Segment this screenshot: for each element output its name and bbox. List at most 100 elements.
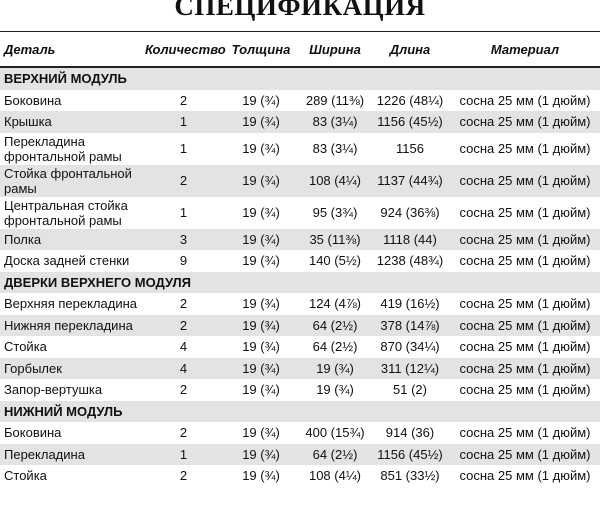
part-row: Горбылек 4 19 (¾) 19 (¾) 311 (12¼) сосна 25 м… bbox=[0, 357, 600, 379]
cell: Крышка bbox=[0, 111, 145, 133]
cell: 108 (4¼) bbox=[308, 468, 362, 484]
cell: 2 bbox=[179, 468, 188, 484]
cell: сосна 25 мм (1 дюйм) bbox=[450, 228, 600, 250]
cell: 1137 (44¾) bbox=[370, 164, 450, 197]
section-title: ВЕРХНИЙ МОДУЛЬ bbox=[0, 67, 600, 90]
cell: Стойка фронтальной рамы bbox=[0, 164, 145, 197]
cell: сосна 25 мм (1 дюйм) bbox=[450, 164, 600, 197]
column-header: Длина bbox=[370, 31, 450, 68]
part-row: Центральная стойка фронтальной рамы 1 19 (… bbox=[0, 197, 600, 229]
column-header: Ширина bbox=[300, 31, 370, 68]
part-row: Нижняя перекладина 2 19 (¾) 64 (2½) 378 (14⅞… bbox=[0, 314, 600, 336]
cell: 289 (11⅜) bbox=[305, 92, 365, 108]
cell: 35 (11⅜) bbox=[300, 228, 370, 250]
cell: 1 bbox=[145, 111, 222, 133]
cell: 851 (33½) bbox=[380, 468, 440, 484]
cell: 2 bbox=[179, 382, 188, 398]
column-header: Толщина bbox=[222, 31, 300, 68]
cell: сосна 25 мм (1 дюйм) bbox=[459, 141, 591, 156]
table-body: ВЕРХНИЙ МОДУЛЬ Боковина 2 19 (¾) 289 (11⅜) 12… bbox=[0, 67, 600, 487]
cell: 19 (¾) bbox=[222, 314, 300, 336]
column-header: Деталь bbox=[0, 31, 145, 68]
cell: 19 (¾) bbox=[222, 357, 300, 379]
cell: 2 bbox=[179, 425, 188, 441]
part-row: Стойка 4 19 (¾) 64 (2½) 870 (34¼) сосна 25 мм… bbox=[0, 336, 600, 358]
part-row: Стойка фронтальной рамы 2 19 (¾) 108 (4¼) 11… bbox=[0, 164, 600, 197]
part-row: Перекладина фронтальной рамы 1 19 (¾) 83 (3… bbox=[0, 133, 600, 165]
cell: 311 (12¼) bbox=[370, 357, 450, 379]
cell: Боковина bbox=[4, 92, 62, 108]
cell: Стойка bbox=[4, 339, 47, 355]
cell: 19 (¾) bbox=[242, 382, 280, 398]
cell: 19 (¾) bbox=[222, 111, 300, 133]
cell: 4 bbox=[179, 339, 188, 355]
cell: 378 (14⅞) bbox=[370, 314, 450, 336]
cell: 51 (2) bbox=[393, 382, 427, 398]
cell: 19 (¾) bbox=[242, 141, 280, 156]
cell: 914 (36) bbox=[385, 425, 435, 441]
cell: Верхняя перекладина bbox=[4, 296, 137, 312]
cell: 64 (2½) bbox=[300, 443, 370, 465]
cell: сосна 25 мм (1 дюйм) bbox=[450, 314, 600, 336]
cell: 1 bbox=[179, 141, 188, 156]
section-title: ДВЕРКИ ВЕРХНЕГО МОДУЛЯ bbox=[0, 271, 600, 293]
cell: 400 (15¾) bbox=[305, 425, 365, 441]
cell: Полка bbox=[0, 228, 145, 250]
cell: 140 (5½) bbox=[308, 253, 362, 269]
cell: 870 (34¼) bbox=[380, 339, 440, 355]
cell: сосна 25 мм (1 дюйм) bbox=[459, 92, 591, 108]
column-header: Материал bbox=[450, 31, 600, 68]
cell: 19 (¾) bbox=[242, 296, 280, 312]
part-row: Боковина 2 19 (¾) 289 (11⅜) 1226 (48¼) сосна … bbox=[0, 90, 600, 112]
part-row: Перекладина 1 19 (¾) 64 (2½) 1156 (45½) сосна… bbox=[0, 443, 600, 465]
cell: Боковина bbox=[4, 425, 62, 441]
part-row: Полка 3 19 (¾) 35 (11⅜) 1118 (44) сосна 25 мм… bbox=[0, 228, 600, 250]
cell: 19 (¾) bbox=[242, 468, 280, 484]
section-title: НИЖНИЙ МОДУЛЬ bbox=[0, 400, 600, 422]
cell: 2 bbox=[145, 314, 222, 336]
cell: 19 (¾) bbox=[242, 253, 280, 269]
part-row: Крышка 1 19 (¾) 83 (3¼) 1156 (45½) сосна 25 м… bbox=[0, 111, 600, 133]
cell: Перекладина фронтальной рамы bbox=[4, 133, 122, 164]
spec-table: Деталь Количество Толщина Ширина Длина Матери… bbox=[0, 31, 600, 487]
cell: сосна 25 мм (1 дюйм) bbox=[450, 111, 600, 133]
cell: сосна 25 мм (1 дюйм) bbox=[459, 382, 591, 398]
cell: 19 (¾) bbox=[222, 164, 300, 197]
cell: Перекладина bbox=[0, 443, 145, 465]
cell: 19 (¾) bbox=[222, 443, 300, 465]
cell: 924 (36⅜) bbox=[380, 205, 440, 220]
cell: 2 bbox=[179, 296, 188, 312]
cell: Горбылек bbox=[0, 357, 145, 379]
cell: 1156 (45½) bbox=[370, 111, 450, 133]
cell: 64 (2½) bbox=[300, 314, 370, 336]
cell: 19 (¾) bbox=[242, 339, 280, 355]
cell: 19 (¾) bbox=[300, 357, 370, 379]
cell: сосна 25 мм (1 дюйм) bbox=[459, 205, 591, 220]
cell: Центральная стойка фронтальной рамы bbox=[4, 197, 128, 228]
cell: 19 (¾) bbox=[222, 228, 300, 250]
part-row: Стойка 2 19 (¾) 108 (4¼) 851 (33½) сосна 25 м… bbox=[0, 465, 600, 487]
cell: Нижняя перекладина bbox=[0, 314, 145, 336]
part-row: Верхняя перекладина 2 19 (¾) 124 (4⅞) 419 (1… bbox=[0, 293, 600, 315]
cell: 3 bbox=[145, 228, 222, 250]
cell: сосна 25 мм (1 дюйм) bbox=[459, 425, 591, 441]
cell: 19 (¾) bbox=[316, 382, 354, 398]
cell: 64 (2½) bbox=[312, 339, 358, 355]
section-row: ВЕРХНИЙ МОДУЛЬ bbox=[0, 67, 600, 90]
cell: сосна 25 мм (1 дюйм) bbox=[450, 443, 600, 465]
cell: 9 bbox=[179, 253, 188, 269]
cell: 124 (4⅞) bbox=[308, 296, 362, 312]
title: СПЕЦИФИКАЦИЯ bbox=[174, 0, 426, 21]
cell: 1118 (44) bbox=[370, 228, 450, 250]
cell: 2 bbox=[179, 92, 188, 108]
cell: сосна 25 мм (1 дюйм) bbox=[459, 468, 591, 484]
cell: 19 (¾) bbox=[242, 425, 280, 441]
cell: 19 (¾) bbox=[242, 205, 280, 220]
part-row: Запор-вертушка 2 19 (¾) 19 (¾) 51 (2) сосна 2… bbox=[0, 379, 600, 401]
part-row: Боковина 2 19 (¾) 400 (15¾) 914 (36) сосна 25… bbox=[0, 422, 600, 444]
cell: 419 (16½) bbox=[380, 296, 440, 312]
cell: 2 bbox=[145, 164, 222, 197]
header-row: Деталь Количество Толщина Ширина Длина Матери… bbox=[0, 31, 600, 68]
cell: сосна 25 мм (1 дюйм) bbox=[459, 253, 591, 269]
